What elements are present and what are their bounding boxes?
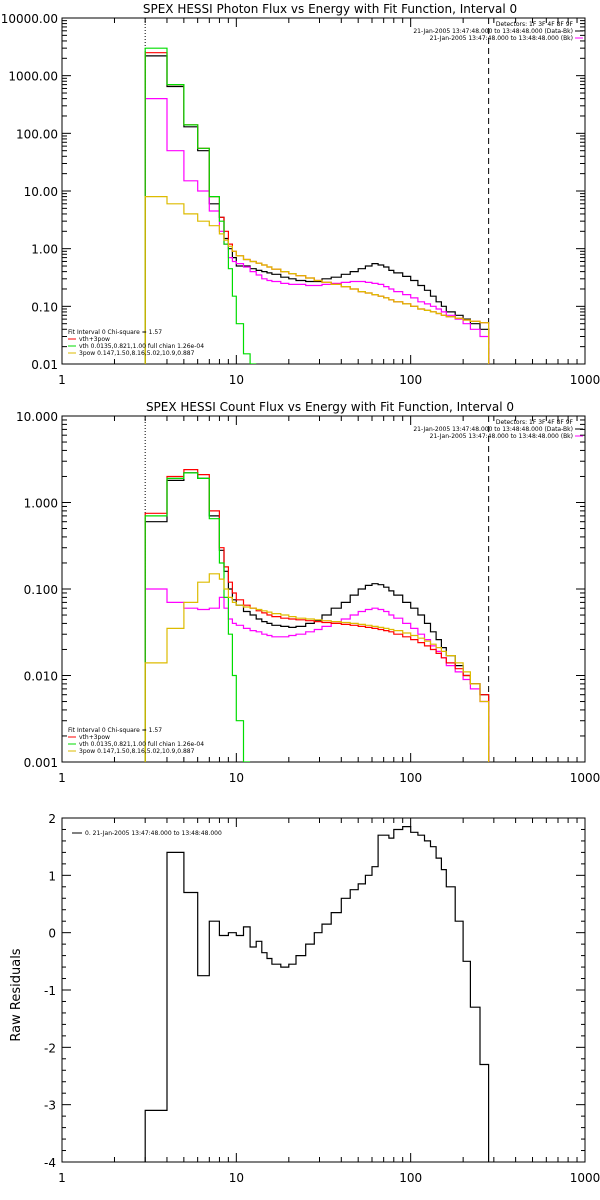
plot-frame: [61, 817, 586, 1163]
residuals-plot-area: 1 10 100 1000 -4 -3 -2 -1 0 1 2 0. 21-Jan-2005 13:4…: [44, 812, 600, 1185]
y-tick-label: 0.01: [31, 358, 58, 372]
photon-flux-panel: SPEX HESSI Photon Flux vs Energy with Fi…: [1, 2, 600, 387]
series-group: [144, 469, 490, 762]
series-line-4: [144, 196, 490, 364]
plot-frame: [61, 17, 586, 365]
y-tick-label: 10.000: [16, 410, 58, 424]
legend-bottomleft-2: vth 0.0135,0.821,1.00 full chian 1.26e-0…: [79, 741, 204, 748]
series-line-4: [144, 573, 490, 762]
x-tick-label: 10: [229, 373, 244, 387]
y-tick-label: -1: [44, 984, 56, 998]
y-tick-label: -2: [44, 1041, 56, 1055]
y-tick-label: 10000.00: [1, 12, 58, 26]
y-tick-label: 0.10: [31, 300, 58, 314]
series-line-1: [144, 588, 490, 762]
y-tick-label: 0.001: [24, 756, 58, 770]
x-tick-label: 1: [58, 1171, 66, 1185]
legend-entry-0: 0. 21-Jan-2005 13:47:48.000 to 13:48:48.…: [85, 830, 222, 837]
y-tick-label: 1.00: [31, 243, 58, 257]
legend-bottomleft-3: 3pow 0.147,1.50,8.16,5.02,10.9,0.887: [79, 748, 195, 755]
y-tick-label: 100.00: [16, 127, 58, 141]
y-tick-label: 0.100: [24, 583, 58, 597]
x-tick-label: 1000: [570, 1171, 600, 1185]
legend-topright-2: 21-Jan-2005 13:47:48.000 to 13:48:48.000…: [430, 433, 573, 440]
y-tick-label: 10.00: [24, 185, 58, 199]
y-tick-label: 1000.00: [8, 70, 58, 84]
residuals-panel: Raw Residuals 1 10 100 1000 -4 -3 -2 -1 0 1 2 0. 21…: [9, 812, 600, 1185]
series-group: [144, 47, 490, 364]
photon-flux-title: SPEX HESSI Photon Flux vs Energy with Fi…: [143, 2, 517, 16]
y-tick-label: 0.010: [24, 670, 58, 684]
x-tick-label: 100: [399, 1171, 422, 1185]
x-tick-label: 10: [229, 1171, 244, 1185]
series-line-2: [144, 52, 490, 364]
x-tick-label: 1: [58, 771, 66, 785]
series-line-0: [144, 55, 490, 364]
legend-bottomleft-2: vth 0.0135,0.821,1.00 full chian 1.26e-0…: [79, 343, 204, 350]
x-tick-label: 1000: [570, 771, 600, 785]
legend-topright-0: Detectors: 1F 3F 4F 8F 9F: [496, 21, 574, 28]
legend-topright-2: 21-Jan-2005 13:47:48.000 to 13:48:48.000…: [430, 35, 573, 42]
x-tick-label: 1000: [570, 373, 600, 387]
y-tick-label: -3: [44, 1099, 56, 1113]
y-tick-label: 0: [48, 927, 56, 941]
count-flux-title: SPEX HESSI Count Flux vs Energy with Fit…: [146, 400, 514, 414]
series-line-2: [144, 469, 490, 762]
legend-topright-0: Detectors: 1F 3F 4F 8F 9F: [496, 419, 574, 426]
x-tick-label: 1: [58, 373, 66, 387]
residuals-ylabel: Raw Residuals: [9, 948, 24, 1041]
series-line-0: [144, 472, 490, 762]
legend-topright-1: 21-Jan-2005 13:47:48.000 to 13:48:48.000…: [413, 426, 573, 433]
y-tick-label: 1: [48, 869, 56, 883]
legend-bottomleft-0: Fit Interval 0 Chi-square = 1.57: [68, 727, 162, 734]
legend-topright-1: 21-Jan-2005 13:47:48.000 to 13:48:48.000…: [413, 28, 573, 35]
series-line-3: [144, 47, 257, 364]
count-flux-plot-area: 1 10 100 1000 0.001 0.010 0.100 1.000 10.000 Dete…: [16, 410, 600, 785]
legend-bottomleft-0: Fit Interval 0 Chi-square = 1.57: [68, 329, 162, 336]
legend-bottomleft-1: vth+3pow: [79, 336, 110, 343]
x-tick-label: 100: [399, 771, 422, 785]
series-line-0: [144, 826, 490, 1162]
series-line-3: [144, 472, 251, 762]
y-tick-label: 2: [48, 812, 56, 826]
y-tick-label: 1.000: [24, 497, 58, 511]
series-group: [144, 826, 490, 1162]
series-line-1: [144, 98, 490, 364]
count-flux-panel: SPEX HESSI Count Flux vs Energy with Fit…: [16, 400, 600, 785]
photon-flux-plot-area: 1 10 100 1000 0.01 0.10 1.00 10.00 100.00 1000.00…: [1, 12, 600, 387]
x-tick-label: 100: [399, 373, 422, 387]
legend-bottomleft-1: vth+3pow: [79, 734, 110, 741]
x-tick-label: 10: [229, 771, 244, 785]
legend-bottomleft-3: 3pow 0.147,1.50,8.16,5.02,10.9,0.887: [79, 350, 195, 357]
plot-frame: [61, 415, 586, 763]
y-tick-label: -4: [44, 1156, 56, 1170]
